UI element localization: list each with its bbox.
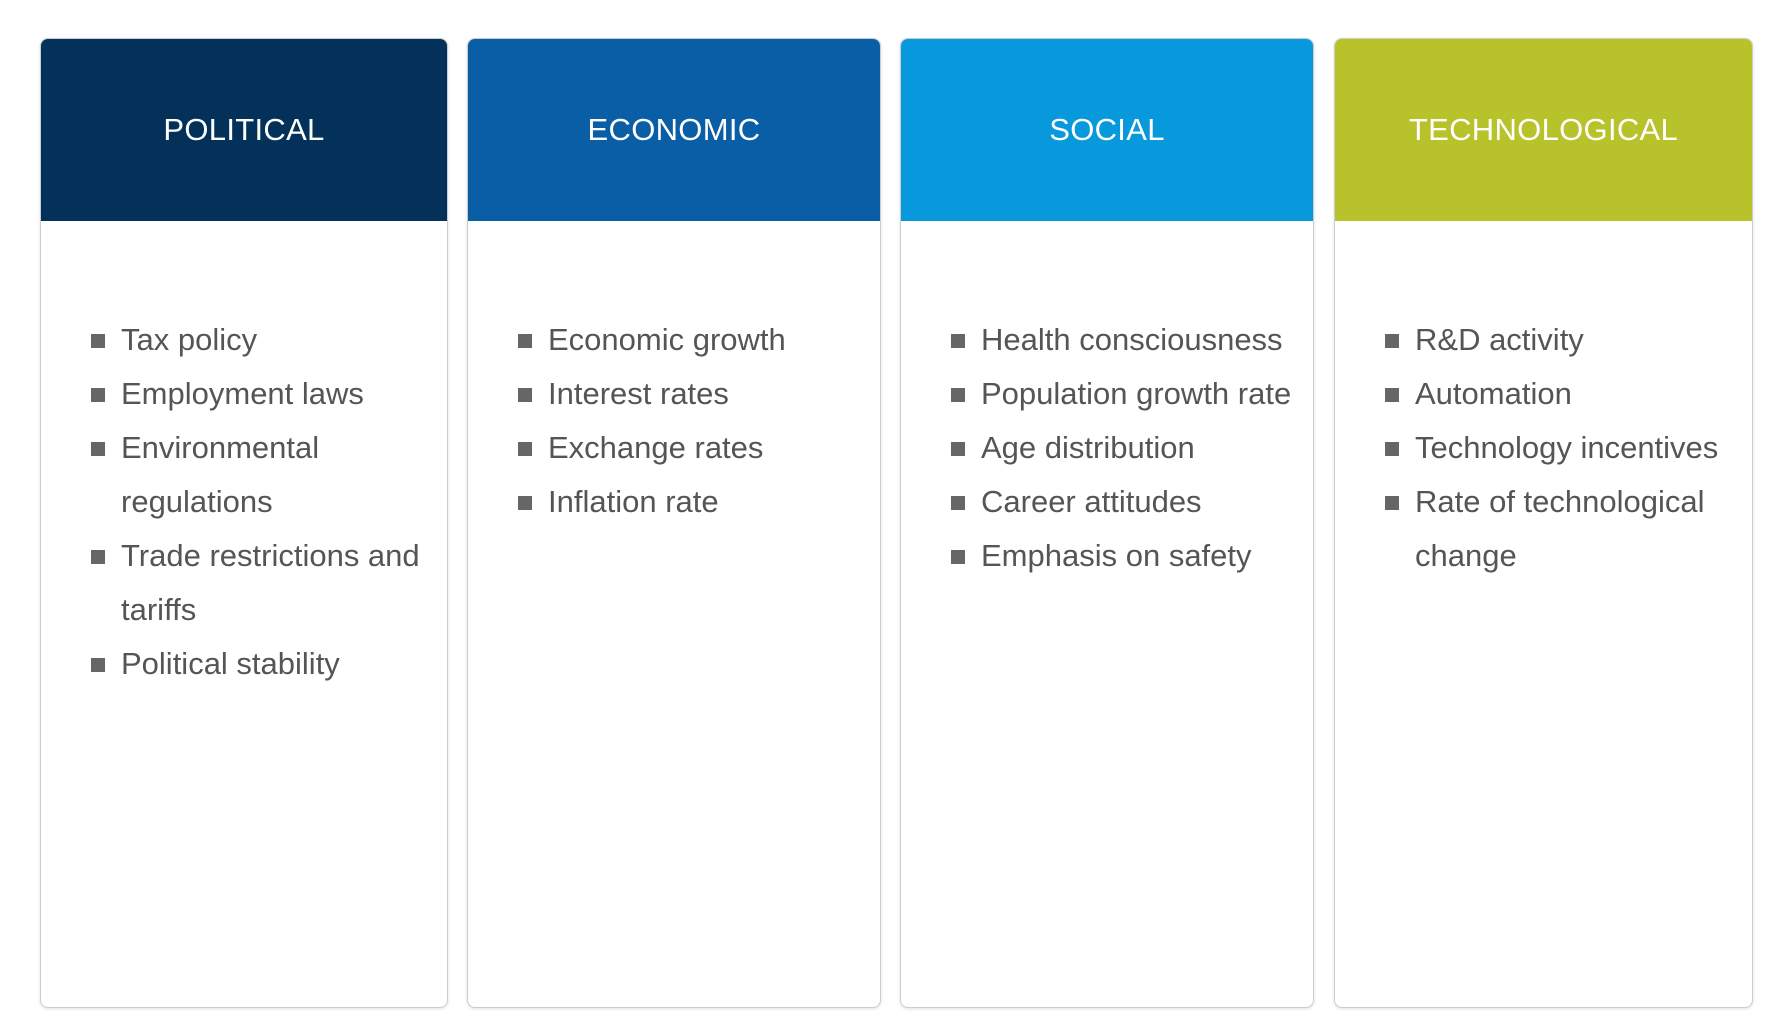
list-item: Tax policy	[91, 313, 427, 367]
column-card: SOCIAL Health consciousness Population gro…	[900, 38, 1314, 1008]
list-item: Health consciousness	[951, 313, 1293, 367]
item-list: Tax policy Employment laws Environmental r…	[41, 221, 447, 691]
column-card: TECHNOLOGICAL R&D activity Automation Techn…	[1334, 38, 1753, 1008]
column-title: POLITICAL	[41, 39, 447, 221]
list-item: Rate of technological change	[1385, 475, 1732, 583]
list-item: Political stability	[91, 637, 427, 691]
list-item: Career attitudes	[951, 475, 1293, 529]
column-card: ECONOMIC Economic growth Interest rates Exc…	[467, 38, 881, 1008]
column-title: SOCIAL	[901, 39, 1313, 221]
list-item: Inflation rate	[518, 475, 860, 529]
list-item: Automation	[1385, 367, 1732, 421]
list-item: R&D activity	[1385, 313, 1732, 367]
list-item: Interest rates	[518, 367, 860, 421]
list-item: Environmental regulations	[91, 421, 427, 529]
item-list: Health consciousness Population growth ra…	[901, 221, 1313, 583]
list-item: Population growth rate	[951, 367, 1293, 421]
list-item: Trade restrictions and tariffs	[91, 529, 427, 637]
column-title: TECHNOLOGICAL	[1335, 39, 1752, 221]
list-item: Employment laws	[91, 367, 427, 421]
list-item: Exchange rates	[518, 421, 860, 475]
column-title: ECONOMIC	[468, 39, 880, 221]
list-item: Emphasis on safety	[951, 529, 1293, 583]
list-item: Economic growth	[518, 313, 860, 367]
list-item: Age distribution	[951, 421, 1293, 475]
list-item: Technology incentives	[1385, 421, 1732, 475]
item-list: Economic growth Interest rates Exchange ra…	[468, 221, 880, 529]
item-list: R&D activity Automation Technology incenti…	[1335, 221, 1752, 583]
column-card: POLITICAL Tax policy Employment laws Enviro…	[40, 38, 448, 1008]
